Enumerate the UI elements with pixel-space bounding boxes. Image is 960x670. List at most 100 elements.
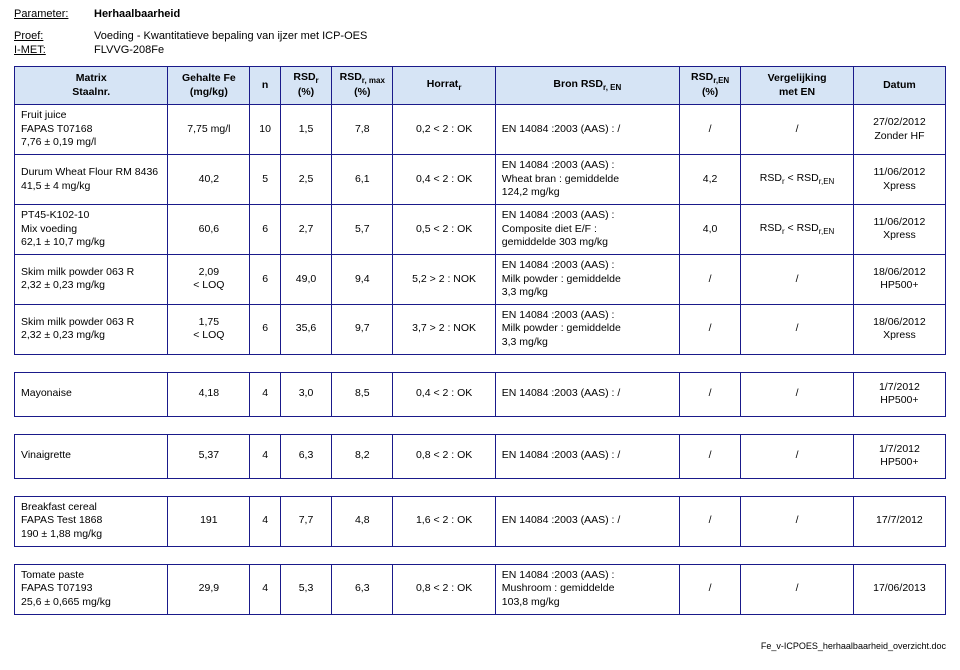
cell-vergel: RSDr < RSDr,EN [741, 155, 854, 205]
cell-bron: EN 14084 :2003 (AAS) : / [495, 434, 679, 478]
cell-gehalte: 5,37 [168, 434, 250, 478]
table-row: Fruit juiceFAPAS T071687,76 ± 0,19 mg/l7… [15, 105, 946, 155]
gap-row [15, 546, 946, 564]
cell-rsden: / [679, 372, 740, 416]
cell-rsdmax: 6,3 [332, 564, 393, 614]
cell-vergel: / [741, 105, 854, 155]
cell-bron: EN 14084 :2003 (AAS) :Milk powder : gemi… [495, 304, 679, 354]
col-bron: Bron RSDr, EN [495, 67, 679, 105]
proef-label: Proef: [14, 30, 94, 42]
cell-matrix: Tomate pasteFAPAS T0719325,6 ± 0,665 mg/… [15, 564, 168, 614]
table-row: PT45-K102-10Mix voeding62,1 ± 10,7 mg/kg… [15, 204, 946, 254]
cell-vergel: / [741, 254, 854, 304]
cell-bron: EN 14084 :2003 (AAS) : / [495, 372, 679, 416]
cell-datum: 18/06/2012Xpress [853, 304, 945, 354]
cell-vergel: / [741, 304, 854, 354]
gap-row [15, 354, 946, 372]
col-n: n [250, 67, 281, 105]
cell-horrat: 0,8 < 2 : OK [393, 434, 495, 478]
cell-rsd: 3,0 [280, 372, 331, 416]
cell-bron: EN 14084 :2003 (AAS) : / [495, 105, 679, 155]
table-row: Tomate pasteFAPAS T0719325,6 ± 0,665 mg/… [15, 564, 946, 614]
cell-datum: 1/7/2012HP500+ [853, 434, 945, 478]
cell-rsden: / [679, 434, 740, 478]
cell-rsdmax: 7,8 [332, 105, 393, 155]
cell-rsden: / [679, 304, 740, 354]
cell-rsd: 2,5 [280, 155, 331, 205]
proef-value: Voeding - Kwantitatieve bepaling van ijz… [94, 30, 367, 42]
header-proef: Proef: Voeding - Kwantitatieve bepaling … [14, 30, 946, 42]
col-horrat: Horratr [393, 67, 495, 105]
footer-filename: Fe_v-ICPOES_herhaalbaarheid_overzicht.do… [14, 641, 946, 651]
cell-datum: 1/7/2012HP500+ [853, 372, 945, 416]
header-parameter: Parameter: Herhaalbaarheid [14, 8, 946, 20]
cell-gehalte: 40,2 [168, 155, 250, 205]
cell-n: 4 [250, 372, 281, 416]
cell-rsd: 1,5 [280, 105, 331, 155]
cell-n: 6 [250, 204, 281, 254]
col-vergel: Vergelijkingmet EN [741, 67, 854, 105]
cell-rsdmax: 9,4 [332, 254, 393, 304]
table-row: Breakfast cerealFAPAS Test 1868190 ± 1,8… [15, 496, 946, 546]
cell-rsd: 35,6 [280, 304, 331, 354]
col-gehalte: Gehalte Fe(mg/kg) [168, 67, 250, 105]
cell-n: 4 [250, 564, 281, 614]
cell-datum: 17/7/2012 [853, 496, 945, 546]
cell-rsden: 4,0 [679, 204, 740, 254]
cell-matrix: Skim milk powder 063 R2,32 ± 0,23 mg/kg [15, 304, 168, 354]
cell-bron: EN 14084 :2003 (AAS) : / [495, 496, 679, 546]
cell-rsdmax: 9,7 [332, 304, 393, 354]
cell-matrix: Vinaigrette [15, 434, 168, 478]
cell-horrat: 0,5 < 2 : OK [393, 204, 495, 254]
cell-rsden: / [679, 564, 740, 614]
cell-rsden: / [679, 105, 740, 155]
col-rsden: RSDr,EN(%) [679, 67, 740, 105]
cell-gehalte: 4,18 [168, 372, 250, 416]
gap-row [15, 478, 946, 496]
cell-gehalte: 7,75 mg/l [168, 105, 250, 155]
cell-bron: EN 14084 :2003 (AAS) :Milk powder : gemi… [495, 254, 679, 304]
cell-vergel: / [741, 372, 854, 416]
cell-rsden: 4,2 [679, 155, 740, 205]
cell-datum: 17/06/2013 [853, 564, 945, 614]
cell-gehalte: 191 [168, 496, 250, 546]
cell-horrat: 5,2 > 2 : NOK [393, 254, 495, 304]
imet-value: FLVVG-208Fe [94, 44, 164, 56]
table-header-row: MatrixStaalnr. Gehalte Fe(mg/kg) n RSDr(… [15, 67, 946, 105]
cell-n: 10 [250, 105, 281, 155]
cell-n: 4 [250, 496, 281, 546]
table-row: Mayonaise4,1843,08,50,4 < 2 : OKEN 14084… [15, 372, 946, 416]
cell-bron: EN 14084 :2003 (AAS) :Wheat bran : gemid… [495, 155, 679, 205]
cell-rsdmax: 5,7 [332, 204, 393, 254]
cell-gehalte: 29,9 [168, 564, 250, 614]
header-imet: I-MET: FLVVG-208Fe [14, 44, 946, 56]
cell-n: 6 [250, 254, 281, 304]
cell-gehalte: 2,09< LOQ [168, 254, 250, 304]
parameter-label: Parameter: [14, 8, 94, 20]
cell-bron: EN 14084 :2003 (AAS) :Composite diet E/F… [495, 204, 679, 254]
cell-n: 4 [250, 434, 281, 478]
cell-gehalte: 60,6 [168, 204, 250, 254]
cell-rsden: / [679, 254, 740, 304]
cell-rsdmax: 8,5 [332, 372, 393, 416]
cell-horrat: 0,4 < 2 : OK [393, 155, 495, 205]
cell-vergel: / [741, 434, 854, 478]
cell-datum: 18/06/2012HP500+ [853, 254, 945, 304]
table-row: Vinaigrette5,3746,38,20,8 < 2 : OKEN 140… [15, 434, 946, 478]
cell-horrat: 0,4 < 2 : OK [393, 372, 495, 416]
col-matrix: MatrixStaalnr. [15, 67, 168, 105]
cell-vergel: / [741, 496, 854, 546]
cell-rsd: 5,3 [280, 564, 331, 614]
cell-rsd: 6,3 [280, 434, 331, 478]
table-row: Durum Wheat Flour RM 843641,5 ± 4 mg/kg4… [15, 155, 946, 205]
cell-matrix: PT45-K102-10Mix voeding62,1 ± 10,7 mg/kg [15, 204, 168, 254]
table-row: Skim milk powder 063 R2,32 ± 0,23 mg/kg 1… [15, 304, 946, 354]
col-rsd: RSDr(%) [280, 67, 331, 105]
cell-matrix: Skim milk powder 063 R2,32 ± 0,23 mg/kg [15, 254, 168, 304]
col-rsdmax: RSDr, max(%) [332, 67, 393, 105]
cell-matrix: Durum Wheat Flour RM 843641,5 ± 4 mg/kg [15, 155, 168, 205]
cell-horrat: 3,7 > 2 : NOK [393, 304, 495, 354]
cell-vergel: RSDr < RSDr,EN [741, 204, 854, 254]
cell-matrix: Fruit juiceFAPAS T071687,76 ± 0,19 mg/l [15, 105, 168, 155]
cell-rsden: / [679, 496, 740, 546]
